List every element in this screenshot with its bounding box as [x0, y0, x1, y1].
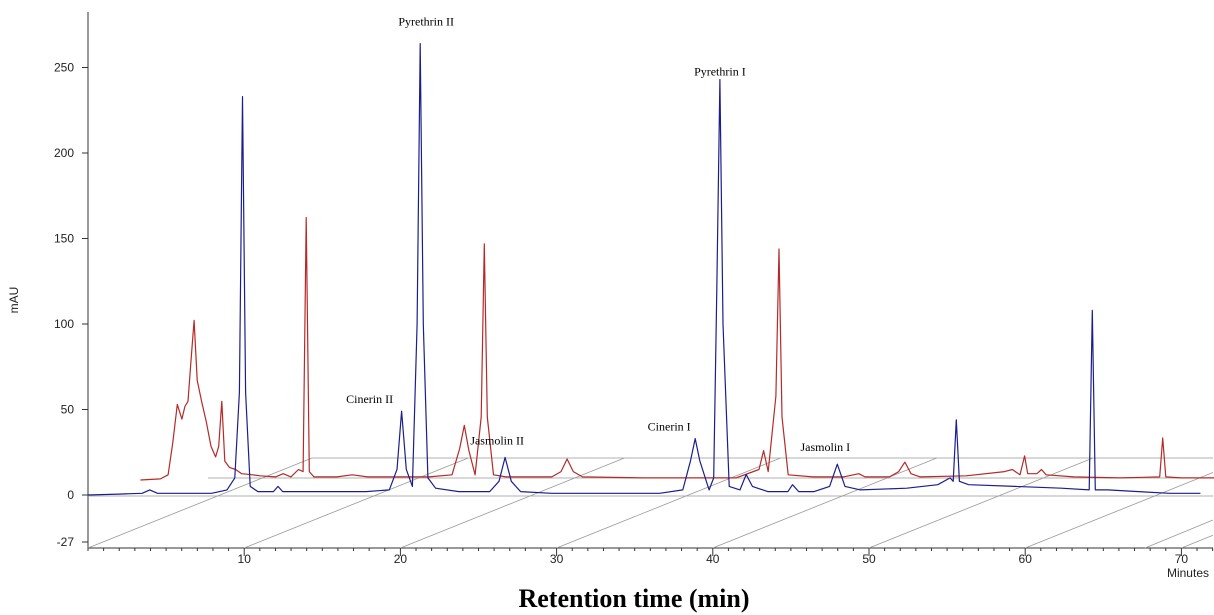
- y-tick-label: -27: [57, 535, 75, 549]
- peak-label: Cinerin I: [648, 420, 691, 434]
- x-axis-unit-label: Minutes: [1167, 566, 1209, 580]
- x-tick-label: 60: [1019, 552, 1033, 566]
- plot-planes: [87, 12, 1213, 549]
- x-axis-title: Retention time (min): [518, 584, 749, 613]
- series-line-0: [87, 43, 1201, 496]
- floor-diagonal: [1025, 472, 1214, 549]
- y-axis-ticks: -27 0 50 100 150 200 250: [54, 61, 88, 549]
- series-layer: [87, 43, 1214, 496]
- x-axis-ticks: 10 20 30 40 50 60 70: [87, 548, 1214, 566]
- y-tick-label: 250: [54, 61, 74, 75]
- floor-diagonal: [556, 457, 781, 549]
- x-tick-label: 70: [1175, 552, 1189, 566]
- peak-label: Pyrethrin I: [694, 64, 746, 78]
- y-tick-label: 100: [54, 317, 74, 331]
- floor-diagonal: [712, 457, 937, 549]
- y-tick-label: 0: [67, 488, 74, 502]
- floor-diagonal: [868, 457, 1094, 549]
- x-tick-label: 40: [706, 552, 720, 566]
- floor-diagonal: [400, 457, 625, 549]
- y-tick-label: 150: [54, 232, 74, 246]
- series-line-1: [140, 216, 1214, 481]
- floor-diagonal: [1181, 534, 1214, 549]
- peak-label: Pyrethrin II: [398, 15, 454, 29]
- peak-label: Cinerin II: [346, 392, 393, 406]
- x-tick-label: 20: [394, 552, 408, 566]
- y-tick-label: 50: [61, 403, 75, 417]
- peak-label: Jasmolin I: [800, 440, 850, 454]
- floor-left-edge: [87, 457, 313, 549]
- floor-diagonal: [244, 457, 469, 549]
- floor-diagonal: [1144, 519, 1214, 549]
- peak-annotations: 4'-Methoxyflavanone (I.S.)Pyrethrin IICi…: [346, 15, 850, 455]
- floor-diagonals: [244, 457, 1214, 549]
- x-tick-label: 30: [550, 552, 564, 566]
- x-tick-label: 10: [238, 552, 252, 566]
- y-axis-label: mAU: [7, 287, 21, 314]
- y-tick-label: 200: [54, 146, 74, 160]
- peak-label: Jasmolin II: [470, 433, 524, 447]
- x-tick-label: 50: [862, 552, 876, 566]
